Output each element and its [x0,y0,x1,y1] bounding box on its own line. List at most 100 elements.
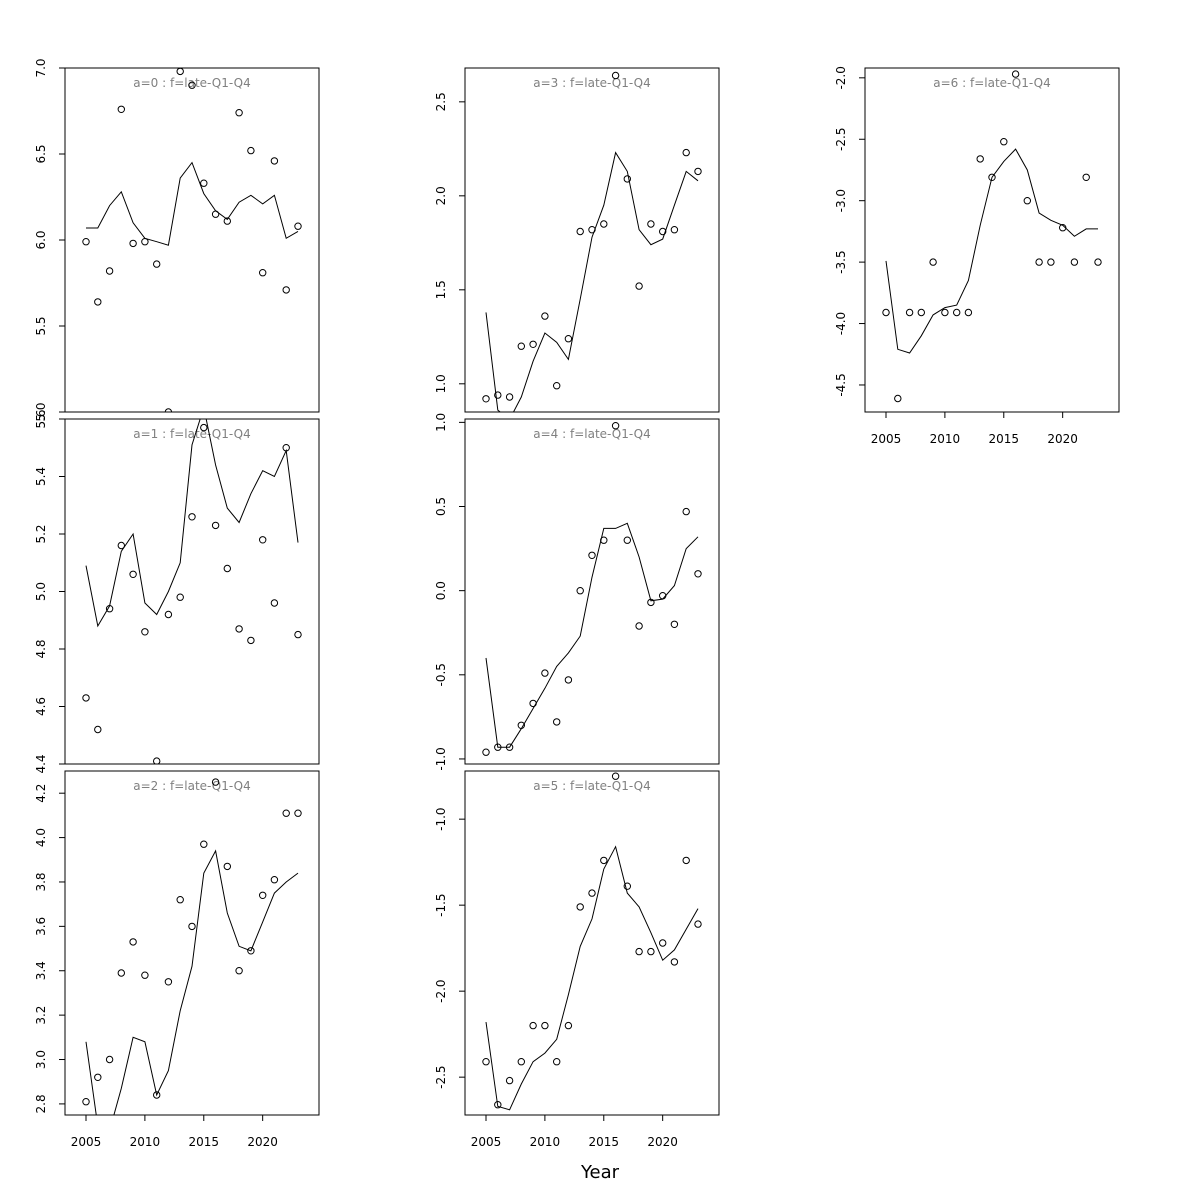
panel-frame [464,67,720,413]
observed-point [82,1098,90,1106]
observed-point [82,238,90,246]
observed-point [611,422,620,430]
observed-point [611,71,620,80]
y-tick-label: -3.0 [834,189,848,212]
x-tick-label: 2020 [247,1135,278,1149]
observed-point [659,592,667,600]
x-tick-label: 2010 [130,1135,161,1149]
panel-title: a=4 : f=late-Q1-Q4 [533,427,650,441]
observed-point [541,669,549,677]
y-tick-label: 5.0 [34,402,48,421]
observed-point [670,620,679,628]
panel: -2.5 -2.0 -1.5 -1.0 2005 2010 2015 2020 a=5 : f=… [434,770,720,1149]
observed-point [553,382,561,390]
observed-point [200,423,208,432]
observed-point [882,308,890,317]
observed-point [553,718,561,726]
observed-point [188,81,196,89]
observed-point [541,312,549,320]
observed-point [953,308,961,317]
y-tick-label: 5.6 [34,409,48,428]
observed-point [635,622,643,630]
panel-frame [464,770,720,1116]
observed-point [294,222,302,230]
y-tick-label: 4.6 [34,697,48,716]
fitted-line [485,151,699,412]
observed-point [564,335,573,343]
y-tick-label: 6.5 [34,144,48,163]
observed-point [1011,70,1020,78]
observed-point [211,521,220,530]
observed-point [188,513,196,521]
x-axis-title: Year [580,1162,620,1183]
x-tick-label: 2005 [71,1135,102,1149]
observed-point [600,856,608,865]
observed-point [623,882,631,890]
observed-point [153,1091,161,1099]
y-tick-label: 4.0 [34,828,48,847]
y-tick-label: 3.4 [34,961,48,980]
y-tick-label: -2.5 [834,128,848,151]
observed-point [576,903,584,911]
observed-point [223,862,232,871]
series-group [82,419,302,764]
observed-point [94,725,102,734]
observed-point [988,173,996,182]
observed-point [682,856,690,865]
y-tick-label: 1.5 [434,280,448,299]
observed-point [176,68,184,76]
observed-point [176,896,184,904]
y-tick-label: -3.5 [834,250,848,273]
y-tick-label: 1.0 [434,374,448,393]
y-tick-label: 0.5 [434,497,448,516]
panel-frame [464,418,720,765]
series-group [82,778,302,1115]
fitted-line [86,161,299,246]
observed-point [270,876,279,884]
observed-point [529,1021,537,1030]
x-tick-label: 2015 [989,432,1020,446]
observed-point [1000,138,1008,146]
series-group [482,71,702,412]
y-tick-label: 3.8 [34,872,48,891]
observed-point [247,146,255,155]
observed-point [905,308,914,317]
series-group [482,772,702,1111]
observed-point [647,220,655,228]
observed-point [1035,258,1043,266]
observed-point [517,342,525,350]
observed-point [482,748,490,756]
panel-frame [864,67,1120,413]
observed-point [282,809,290,817]
observed-point [588,551,596,559]
panel-title: a=3 : f=late-Q1-Q4 [533,76,650,90]
observed-point [694,570,702,578]
observed-point [576,587,584,595]
y-tick-label: 2.5 [434,92,448,111]
observed-point [929,258,937,266]
fitted-line [485,522,699,748]
observed-point [682,507,690,516]
observed-point [623,536,631,544]
x-tick-label: 2020 [1047,432,1078,446]
observed-point [164,978,173,986]
series-group [482,422,702,756]
observed-point [200,179,208,187]
y-tick-label: -1.0 [434,747,448,770]
panel-frame [64,770,320,1116]
observed-point [647,947,655,956]
panel-title: a=6 : f=late-Q1-Q4 [933,76,1050,90]
observed-point [211,778,220,786]
observed-point [223,217,232,225]
observed-point [235,625,243,633]
observed-point [623,175,631,183]
observed-point [153,757,161,764]
panel-title: a=1 : f=late-Q1-Q4 [133,427,250,441]
observed-point [105,267,114,275]
observed-point [259,269,267,277]
observed-point [259,536,267,544]
y-tick-label: 5.4 [34,467,48,486]
y-tick-label: -1.5 [434,893,448,916]
observed-point [635,282,643,290]
y-tick-label: 2.8 [34,1094,48,1113]
